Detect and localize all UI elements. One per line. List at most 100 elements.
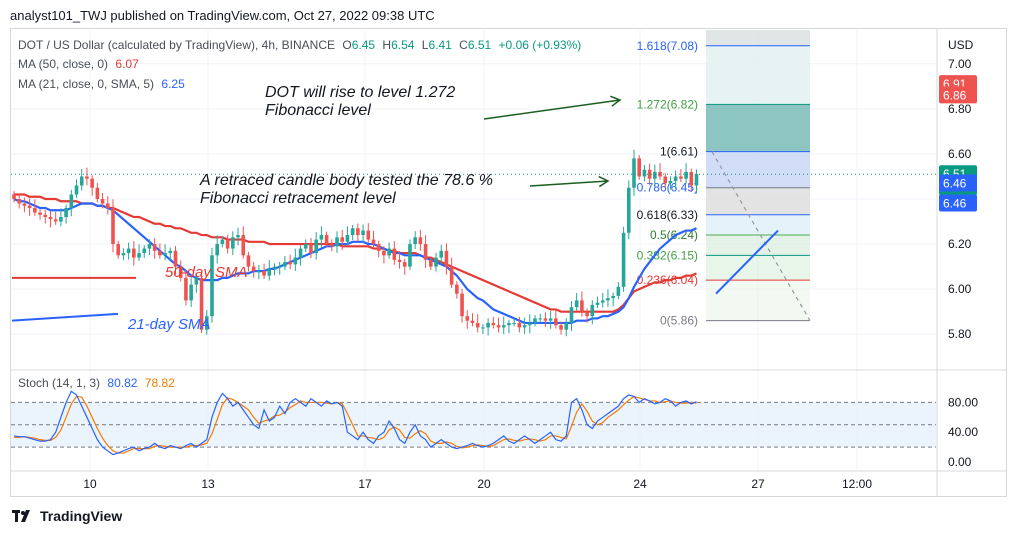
price-badge (939, 86, 977, 104)
candle-body (496, 325, 501, 328)
candle-body (74, 185, 79, 195)
candle-body (33, 208, 37, 213)
candle-body (204, 316, 209, 330)
candle-body (470, 320, 475, 323)
fib-band (706, 187, 810, 215)
candle-body (85, 176, 89, 179)
candle-body (111, 208, 115, 245)
candle-body (184, 277, 188, 301)
candle-body (38, 212, 42, 215)
candle-body (298, 248, 303, 258)
annotation-retrace-line2: Fibonacci retracement level (200, 190, 396, 207)
candle-body (158, 250, 162, 256)
candle-body (569, 307, 574, 323)
change-value: +0.06 (+0.93%) (498, 38, 582, 52)
candle-body (402, 262, 407, 267)
candle-body (371, 239, 376, 245)
candle-body (241, 235, 246, 256)
candle-body (350, 228, 355, 236)
low-value: 6.41 (428, 38, 452, 52)
candle-body (580, 300, 584, 312)
candle-body (126, 248, 131, 254)
candle-body (64, 208, 68, 218)
candle-body (262, 271, 266, 276)
fib-level-label: 0(5.86) (660, 314, 698, 328)
grid (11, 29, 1006, 496)
ma50-legend-value: 6.07 (115, 57, 139, 71)
candle-body (272, 266, 277, 269)
candle-body (449, 266, 454, 285)
candle-body (517, 322, 522, 328)
symbol-description: DOT / US Dollar (calculated by TradingVi… (18, 38, 336, 52)
candle-body (585, 311, 589, 317)
annotation-retrace-line1: A retraced candle body tested the 78.6 % (200, 172, 493, 189)
candle-body (116, 244, 120, 256)
candle-body (309, 244, 313, 254)
candle-body (178, 266, 183, 278)
candle-body (225, 239, 230, 249)
candle-body (215, 244, 219, 256)
stoch-k-value: 80.82 (107, 376, 138, 390)
candle-body (486, 322, 490, 328)
moving-averages (13, 193, 697, 325)
close-label: C (459, 38, 468, 52)
candle-body (616, 286, 621, 296)
time-tick-label: 12:00 (842, 477, 872, 491)
stoch-k-line (13, 390, 697, 456)
candle-body (100, 199, 105, 204)
candle-body (590, 304, 595, 317)
fib-band (706, 214, 810, 236)
fib-level-label: 0.786(6.45) (637, 181, 698, 195)
candle-body (330, 244, 334, 247)
stoch-d-value: 78.82 (144, 376, 175, 390)
candle-body (626, 187, 631, 233)
candle-body (90, 178, 94, 188)
legend-symbol-row: DOT / US Dollar (calculated by TradingVi… (18, 38, 585, 52)
candle-body (288, 262, 292, 265)
candle-body (434, 257, 438, 267)
candle-body (595, 302, 600, 305)
time-tick-label: 27 (751, 477, 765, 491)
time-tick-label: 20 (477, 477, 491, 491)
candle-body (647, 169, 652, 179)
price-tick-label: 6.80 (948, 102, 972, 116)
candle-body (303, 244, 308, 249)
fib-band (706, 45, 810, 105)
candle-body (366, 230, 371, 240)
low-label: L (421, 38, 429, 52)
candle-body (663, 176, 668, 184)
candle-body (548, 318, 553, 321)
stoch-tick-label: 0.00 (948, 455, 972, 469)
candle-body (257, 271, 261, 273)
stochastic-pane (11, 390, 936, 456)
candle-body (132, 248, 136, 258)
candle-body (611, 295, 615, 299)
candle-body (361, 230, 365, 236)
candle-body (173, 250, 178, 267)
time-tick-label: 24 (633, 477, 647, 491)
candle-body (95, 187, 100, 199)
candle-body (121, 253, 126, 256)
footer-brand[interactable]: TradingView (12, 508, 122, 524)
candle-body (163, 253, 167, 256)
ma21-legend-value: 6.25 (161, 77, 185, 91)
candle-body (137, 253, 141, 258)
fib-band (706, 255, 810, 281)
candle-body (142, 248, 147, 254)
candle-body (423, 244, 428, 260)
fib-band (706, 280, 810, 321)
legend-stoch-row: Stoch (14, 1, 3) 80.82 78.82 (18, 376, 179, 390)
price-tick-label: 6.20 (948, 237, 972, 251)
price-tick-label: 5.80 (948, 327, 972, 341)
candle-body (673, 176, 678, 181)
time-tick-label: 10 (83, 477, 97, 491)
candle-body (231, 237, 235, 249)
candle-body (397, 259, 402, 263)
drawings (11, 95, 936, 322)
price-tick-label: 6.00 (948, 282, 972, 296)
candle-body (69, 194, 74, 209)
ma21-line (13, 197, 697, 325)
price-badge-label: 6.86 (943, 88, 967, 102)
chart-frame (10, 28, 1007, 497)
